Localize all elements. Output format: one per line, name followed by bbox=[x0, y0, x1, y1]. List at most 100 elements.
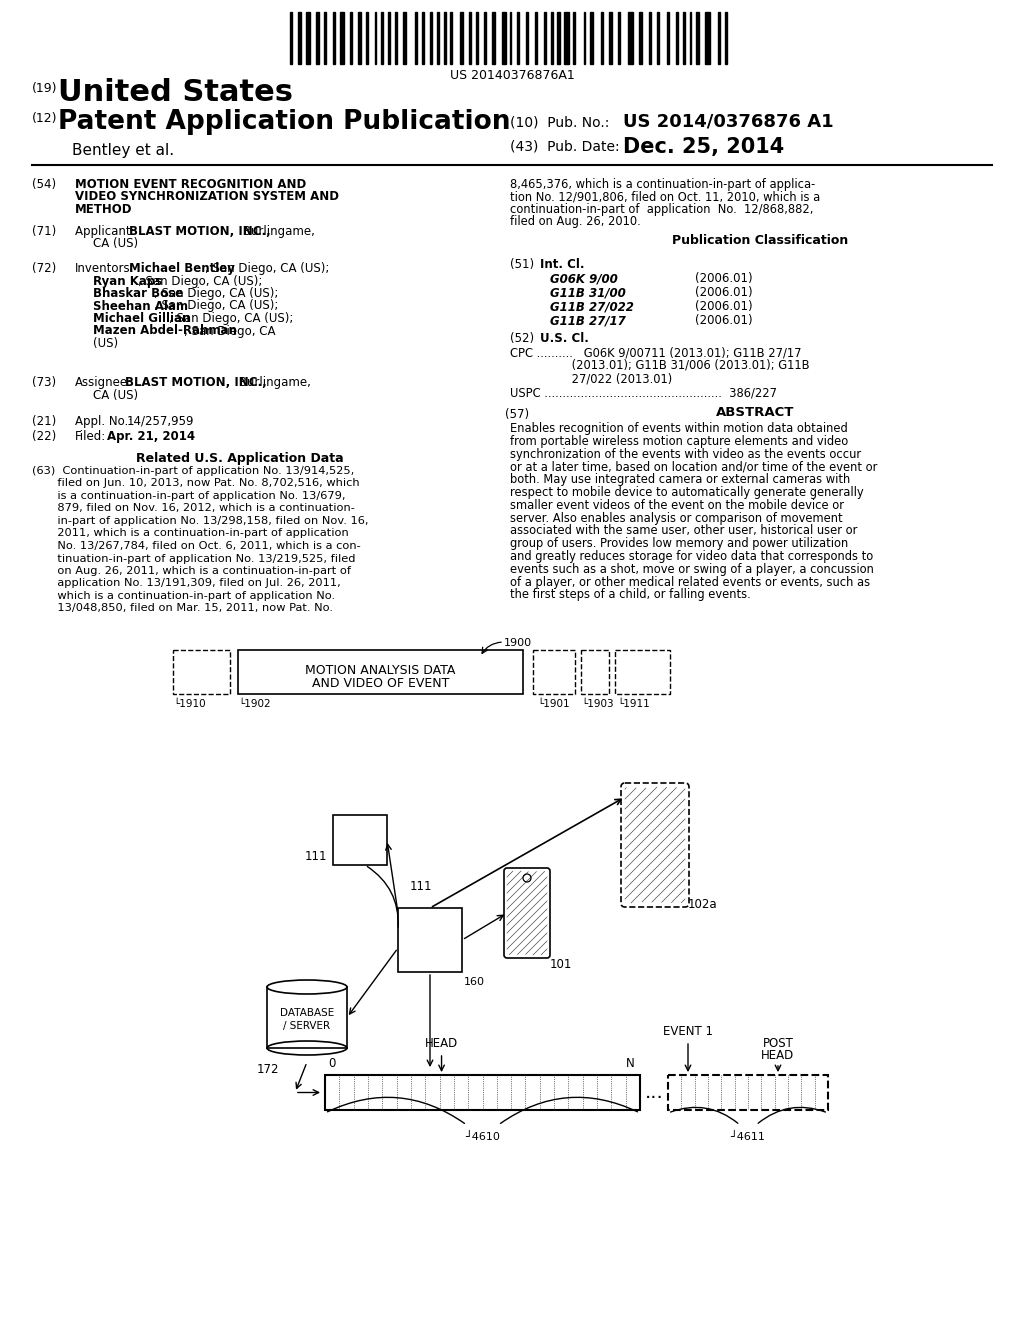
Bar bbox=[563, 12, 568, 63]
Bar bbox=[460, 12, 463, 63]
Text: , San Diego, CA (US);: , San Diego, CA (US); bbox=[154, 286, 278, 300]
Bar bbox=[387, 12, 389, 63]
Text: smaller event videos of the event on the mobile device or: smaller event videos of the event on the… bbox=[510, 499, 844, 512]
Text: Int. Cl.: Int. Cl. bbox=[540, 257, 585, 271]
Bar bbox=[394, 12, 397, 63]
Text: is a continuation-in-part of application No. 13/679,: is a continuation-in-part of application… bbox=[32, 491, 345, 502]
Text: └1903: └1903 bbox=[581, 700, 613, 709]
Bar bbox=[535, 12, 537, 63]
Text: filed on Jun. 10, 2013, now Pat. No. 8,702,516, which: filed on Jun. 10, 2013, now Pat. No. 8,7… bbox=[32, 479, 359, 488]
Text: HEAD: HEAD bbox=[425, 1038, 458, 1049]
Text: server. Also enables analysis or comparison of movement: server. Also enables analysis or compari… bbox=[510, 512, 843, 524]
Text: US 2014/0376876 A1: US 2014/0376876 A1 bbox=[623, 112, 834, 129]
Text: from portable wireless motion capture elements and video: from portable wireless motion capture el… bbox=[510, 434, 848, 447]
Bar bbox=[551, 12, 553, 63]
Bar bbox=[657, 12, 659, 63]
Text: Bhaskar Bose: Bhaskar Bose bbox=[93, 286, 183, 300]
Text: (54): (54) bbox=[32, 178, 56, 191]
Bar bbox=[238, 649, 523, 694]
Text: EVENT 1: EVENT 1 bbox=[663, 1026, 713, 1038]
Bar bbox=[267, 987, 347, 1048]
Bar bbox=[333, 814, 387, 865]
Bar bbox=[615, 649, 670, 694]
Bar bbox=[510, 12, 511, 63]
Text: Publication Classification: Publication Classification bbox=[672, 234, 848, 247]
Text: Related U.S. Application Data: Related U.S. Application Data bbox=[136, 451, 344, 465]
Bar bbox=[639, 12, 642, 63]
Bar bbox=[618, 12, 620, 63]
Text: No. 13/267,784, filed on Oct. 6, 2011, which is a con-: No. 13/267,784, filed on Oct. 6, 2011, w… bbox=[32, 541, 360, 550]
Text: (73): (73) bbox=[32, 376, 56, 389]
Text: 13/048,850, filed on Mar. 15, 2011, now Pat. No.: 13/048,850, filed on Mar. 15, 2011, now … bbox=[32, 603, 333, 614]
Bar bbox=[557, 12, 560, 63]
Text: USPC .................................................  386/227: USPC ...................................… bbox=[510, 385, 777, 399]
Text: (2006.01): (2006.01) bbox=[695, 286, 753, 300]
Bar bbox=[696, 12, 698, 63]
Text: (US): (US) bbox=[93, 337, 118, 350]
Bar bbox=[422, 12, 424, 63]
Bar bbox=[366, 12, 368, 63]
Text: Inventors:: Inventors: bbox=[75, 261, 134, 275]
Bar bbox=[398, 908, 462, 972]
Text: filed on Aug. 26, 2010.: filed on Aug. 26, 2010. bbox=[510, 215, 641, 228]
Bar bbox=[469, 12, 471, 63]
Text: POST: POST bbox=[763, 1038, 794, 1049]
Text: CA (US): CA (US) bbox=[93, 388, 138, 401]
Bar bbox=[649, 12, 651, 63]
Bar bbox=[573, 12, 574, 63]
Text: DATABASE: DATABASE bbox=[280, 1007, 334, 1018]
Bar bbox=[705, 12, 710, 63]
Text: └1901: └1901 bbox=[537, 700, 569, 709]
Text: synchronization of the events with video as the events occur: synchronization of the events with video… bbox=[510, 447, 861, 461]
Bar bbox=[357, 12, 360, 63]
Text: Applicant:: Applicant: bbox=[75, 224, 142, 238]
Bar bbox=[534, 649, 575, 694]
Text: (21): (21) bbox=[32, 414, 56, 428]
Text: on Aug. 26, 2011, which is a continuation-in-part of: on Aug. 26, 2011, which is a continuatio… bbox=[32, 566, 351, 576]
Text: which is a continuation-in-part of application No.: which is a continuation-in-part of appli… bbox=[32, 591, 335, 601]
Text: , San Diego, CA (US);: , San Diego, CA (US); bbox=[154, 300, 278, 313]
Text: of a player, or other medical related events or events, such as: of a player, or other medical related ev… bbox=[510, 576, 870, 589]
Text: (52): (52) bbox=[510, 333, 535, 345]
Text: US 20140376876A1: US 20140376876A1 bbox=[450, 69, 574, 82]
Text: VIDEO SYNCHRONIZATION SYSTEM AND: VIDEO SYNCHRONIZATION SYSTEM AND bbox=[75, 190, 339, 203]
Text: (2006.01): (2006.01) bbox=[695, 300, 753, 313]
Text: in-part of application No. 13/298,158, filed on Nov. 16,: in-part of application No. 13/298,158, f… bbox=[32, 516, 369, 525]
Bar bbox=[340, 12, 343, 63]
Text: Enables recognition of events within motion data obtained: Enables recognition of events within mot… bbox=[510, 422, 848, 436]
Text: HEAD: HEAD bbox=[762, 1049, 795, 1063]
Text: (63)  Continuation-in-part of application No. 13/914,525,: (63) Continuation-in-part of application… bbox=[32, 466, 354, 477]
Bar bbox=[544, 12, 546, 63]
Text: └1902: └1902 bbox=[238, 700, 270, 709]
Text: ┘4610: ┘4610 bbox=[465, 1133, 500, 1142]
Text: (71): (71) bbox=[32, 224, 56, 238]
Text: , San Diego, CA (US);: , San Diego, CA (US); bbox=[138, 275, 263, 288]
Bar bbox=[316, 12, 318, 63]
Text: (2006.01): (2006.01) bbox=[695, 314, 753, 327]
Text: BLAST MOTION, INC.,: BLAST MOTION, INC., bbox=[129, 224, 270, 238]
Text: MOTION ANALYSIS DATA: MOTION ANALYSIS DATA bbox=[305, 664, 456, 677]
Text: (72): (72) bbox=[32, 261, 56, 275]
Bar bbox=[333, 12, 335, 63]
Text: Appl. No.:: Appl. No.: bbox=[75, 414, 132, 428]
Text: └1910: └1910 bbox=[173, 700, 206, 709]
Bar bbox=[290, 12, 292, 63]
Text: (19): (19) bbox=[32, 82, 57, 95]
Text: the first steps of a child, or falling events.: the first steps of a child, or falling e… bbox=[510, 589, 751, 602]
Bar bbox=[608, 12, 611, 63]
Text: └1911: └1911 bbox=[617, 700, 650, 709]
Bar bbox=[668, 1074, 828, 1110]
Text: G11B 27/17: G11B 27/17 bbox=[550, 314, 626, 327]
Bar bbox=[484, 12, 486, 63]
Text: United States: United States bbox=[58, 78, 293, 107]
Text: 14/257,959: 14/257,959 bbox=[127, 414, 195, 428]
Bar bbox=[628, 12, 633, 63]
Bar bbox=[600, 12, 602, 63]
Text: (22): (22) bbox=[32, 430, 56, 444]
Text: CA (US): CA (US) bbox=[93, 238, 138, 251]
Text: BLAST MOTION, INC.,: BLAST MOTION, INC., bbox=[125, 376, 266, 389]
Text: Burlingame,: Burlingame, bbox=[234, 376, 311, 389]
Text: , San Diego, CA: , San Diego, CA bbox=[184, 325, 275, 338]
Text: Bentley et al.: Bentley et al. bbox=[72, 143, 174, 158]
Text: 160: 160 bbox=[464, 977, 485, 987]
